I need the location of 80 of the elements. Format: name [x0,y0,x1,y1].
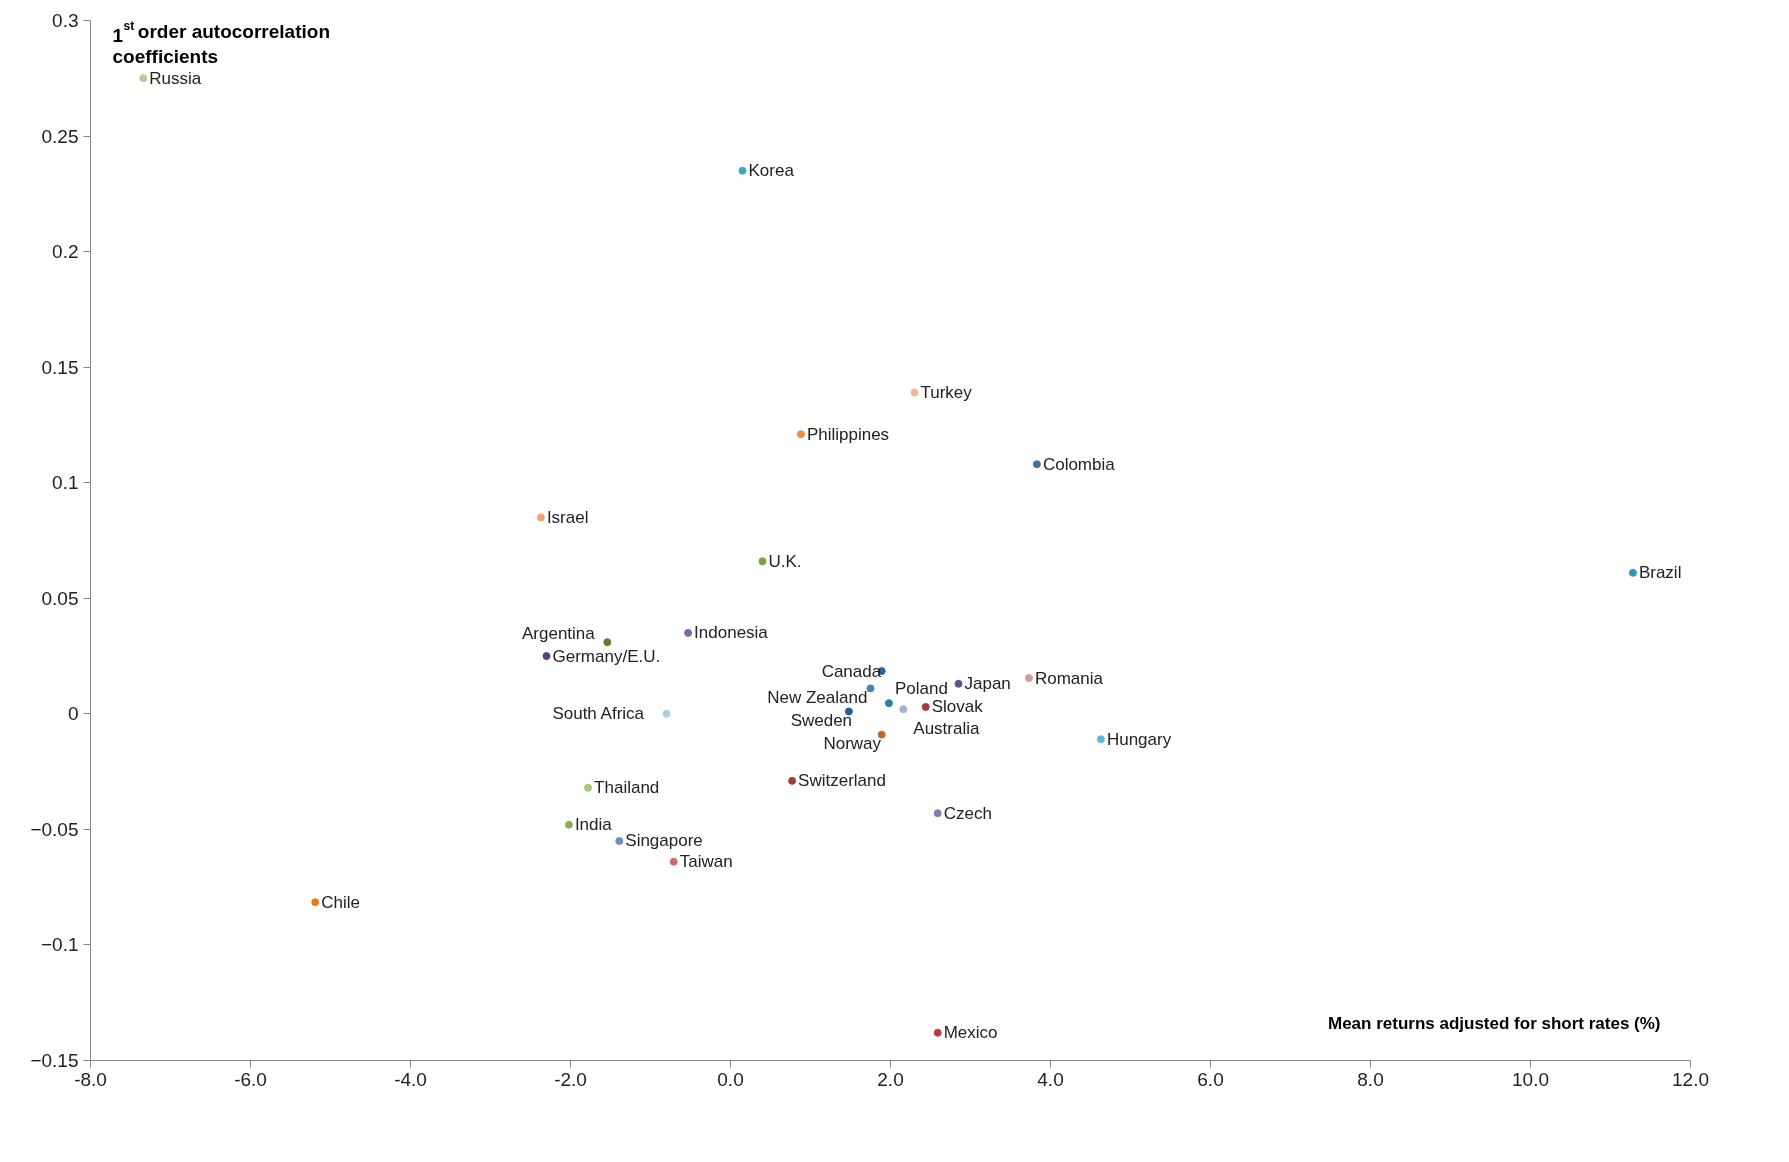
y-tick-label: −0.15 [30,1050,79,1071]
series-label: Norway [823,734,882,754]
point [603,638,612,647]
point [910,388,919,397]
point [933,809,942,818]
series-label: Turkey [920,383,973,403]
x-tick-label: -6.0 [234,1068,267,1090]
point [662,709,671,718]
series-label: New Zealand [767,688,868,708]
point [584,783,593,792]
series-label: Korea [748,161,795,181]
series-label: Argentina [522,623,596,643]
point [1024,674,1033,682]
series-label: Slovak [931,697,984,717]
series-label: Czech [943,803,992,823]
x-tick-label: -8.0 [74,1068,107,1090]
point [884,699,893,708]
point [684,628,693,637]
point [796,430,805,439]
point [788,776,797,785]
x-axis-title: Mean returns adjusted for short rates (%) [1328,1013,1661,1033]
point [564,820,573,829]
series-label: Singapore [625,831,703,851]
series-label: Mexico [943,1023,998,1043]
series-label: Australia [913,718,980,738]
series-label: Switzerland [798,771,886,791]
x-tick-label: 6.0 [1197,1068,1224,1090]
series-label: Indonesia [694,623,769,643]
x-tick-label: 10.0 [1512,1068,1549,1090]
point [738,166,747,175]
point [921,702,930,711]
y-tick-label: 0.3 [52,10,79,31]
series-label: India [574,815,613,835]
series-label: Japan [964,674,1011,694]
y-tick-label: 0.2 [52,241,79,263]
y-tick-label: 0 [67,703,79,725]
point [866,684,875,693]
series-label: U.K. [768,551,802,571]
point [899,705,908,714]
y-tick-label: −0.05 [30,818,79,840]
series-label: Brazil [1638,563,1682,583]
series-label: South Africa [552,704,645,724]
series-label: Russia [149,68,202,88]
series-label: Hungary [1106,729,1172,749]
point [139,74,148,83]
x-tick-label: 12.0 [1672,1068,1709,1090]
y-tick-label: −0.1 [40,934,79,956]
series-label: Poland [894,678,948,698]
series-label: Israel [546,507,589,527]
series-label: Romania [1034,668,1104,688]
x-tick-label: 8.0 [1357,1068,1384,1090]
point [1628,568,1637,577]
y-tick-label: 0.15 [41,356,79,378]
point [1096,735,1105,744]
y-tick-label: 0.25 [41,125,79,147]
x-tick-label: 2.0 [877,1068,904,1090]
series-label: Canada [821,661,882,681]
series-label: Chile [321,892,361,912]
point [933,1028,942,1037]
point [1032,460,1041,469]
x-tick-label: 4.0 [1037,1068,1064,1090]
series-label: Thailand [594,778,660,798]
series-label: Germany/E.U. [552,646,661,666]
x-tick-label: 0.0 [717,1068,744,1090]
point [877,730,886,739]
y-tick-label: 0.05 [41,587,79,609]
point [542,652,551,661]
series-label: Taiwan [679,852,733,872]
series-label: Philippines [806,424,890,444]
x-tick-label: -2.0 [554,1068,587,1090]
y-tick-label: 0.1 [52,472,79,494]
point [536,513,545,522]
point [758,557,767,566]
point [669,857,678,866]
series-label: Sweden [790,711,853,731]
point [615,836,624,845]
point [311,898,320,907]
x-tick-label: -4.0 [394,1068,427,1090]
point [954,679,963,688]
series-label: Colombia [1042,454,1116,474]
